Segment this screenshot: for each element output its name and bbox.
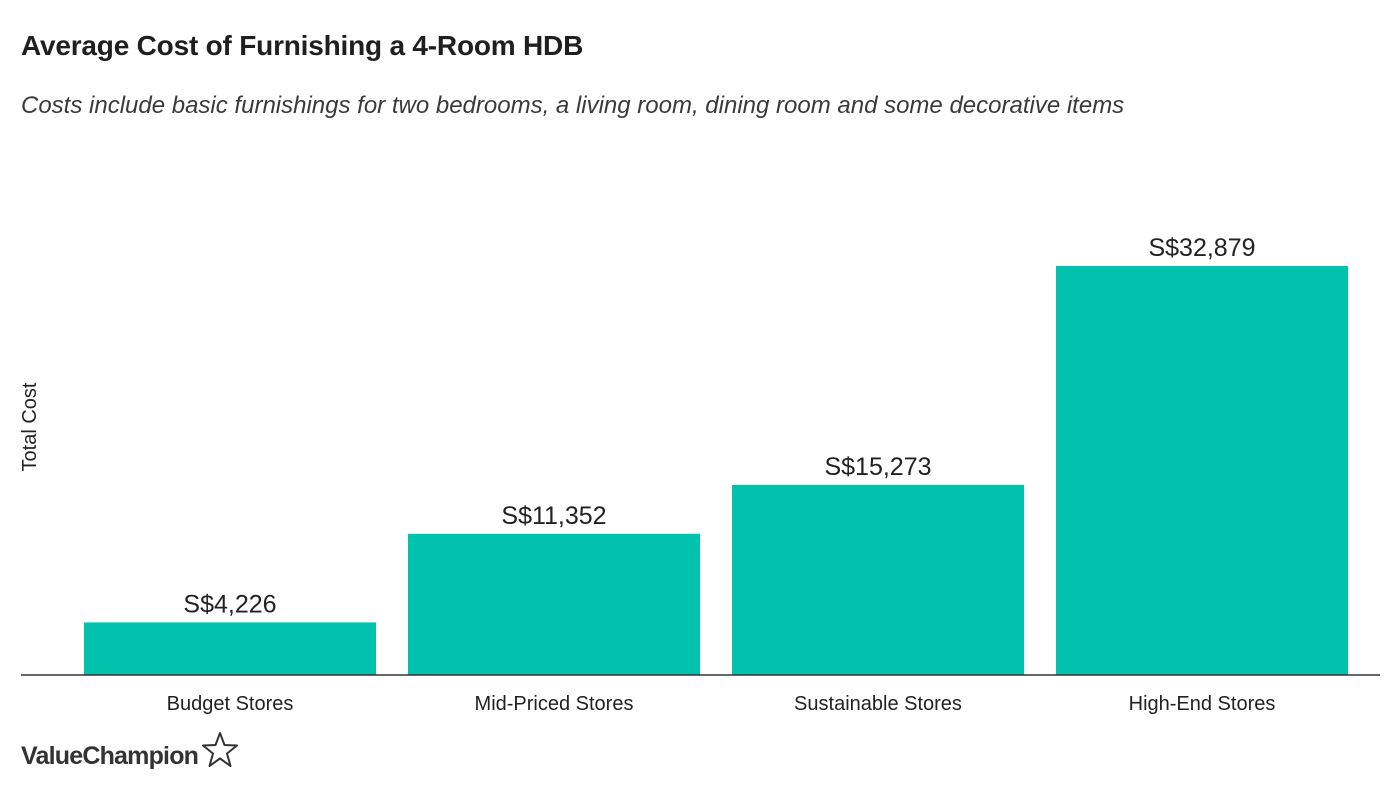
logo-text: ValueChampion: [21, 741, 199, 770]
bar-3: [1056, 266, 1348, 675]
star-outline-icon: [201, 731, 239, 774]
bar-value-label-1: S$11,352: [501, 502, 606, 530]
y-axis-label: Total Cost: [19, 382, 41, 471]
bar-1: [408, 533, 700, 675]
bar-value-label-2: S$15,273: [824, 453, 931, 481]
x-tick-label-2: Sustainable Stores: [794, 693, 962, 715]
x-tick-label-1: Mid-Priced Stores: [475, 693, 634, 715]
chart-subtitle: Costs include basic furnishings for two …: [21, 92, 1125, 119]
bar-value-label-3: S$32,879: [1148, 234, 1255, 262]
chart-title: Average Cost of Furnishing a 4-Room HDB: [21, 30, 584, 61]
bar-value-label-0: S$4,226: [183, 590, 276, 618]
x-tick-label-0: Budget Stores: [167, 693, 294, 715]
x-tick-label-3: High-End Stores: [1129, 693, 1276, 715]
labels-layer: S$4,226 Budget Stores S$11,352 Mid-Priced S…: [167, 234, 1276, 715]
bar-2: [732, 485, 1024, 675]
bar-0: [84, 622, 376, 675]
valuechampion-logo: ValueChampion: [21, 731, 239, 776]
bars-layer: [84, 266, 1348, 675]
